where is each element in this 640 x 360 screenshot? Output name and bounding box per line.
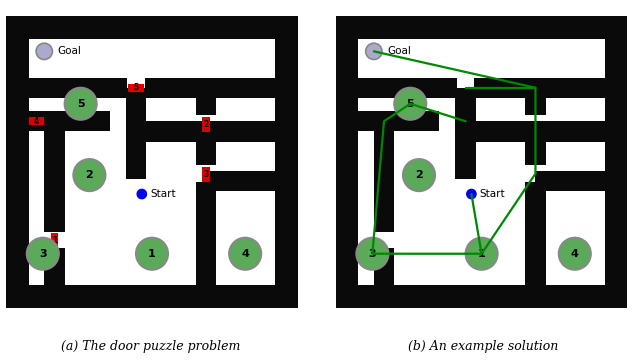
Text: 3: 3 <box>39 249 47 259</box>
Text: 5: 5 <box>133 83 138 92</box>
Text: Goal: Goal <box>387 46 411 57</box>
Bar <box>126 88 146 180</box>
Text: 5: 5 <box>77 99 84 109</box>
Circle shape <box>365 43 382 59</box>
Text: 4: 4 <box>571 249 579 259</box>
Text: Goal: Goal <box>58 46 81 57</box>
Circle shape <box>403 159 435 191</box>
Bar <box>29 39 275 285</box>
Bar <box>525 133 546 165</box>
Bar <box>6 285 298 307</box>
Circle shape <box>229 238 261 270</box>
Bar <box>465 121 616 141</box>
Circle shape <box>356 238 388 270</box>
Bar <box>196 88 216 116</box>
Text: (b) An example solution: (b) An example solution <box>408 340 558 353</box>
Bar <box>6 17 29 307</box>
Bar <box>128 84 144 91</box>
Bar <box>202 167 210 181</box>
Bar <box>336 17 358 307</box>
Text: 5: 5 <box>406 99 414 109</box>
Bar <box>336 285 627 307</box>
Bar <box>196 133 216 165</box>
Circle shape <box>559 238 591 270</box>
Bar <box>525 183 546 285</box>
Bar <box>374 121 394 232</box>
Bar <box>358 77 457 98</box>
Text: 3: 3 <box>369 249 376 259</box>
Bar <box>275 17 298 307</box>
Circle shape <box>136 238 168 270</box>
Bar <box>536 171 616 191</box>
Circle shape <box>137 189 147 199</box>
Bar <box>525 88 546 116</box>
Text: 2: 2 <box>86 170 93 180</box>
Bar <box>6 17 298 39</box>
Text: (a) The door puzzle problem: (a) The door puzzle problem <box>61 340 240 353</box>
Circle shape <box>74 159 106 191</box>
Circle shape <box>27 238 59 270</box>
Bar <box>206 171 287 191</box>
Bar <box>29 111 110 131</box>
Text: 4: 4 <box>34 117 39 126</box>
Bar <box>358 111 440 131</box>
Text: 3: 3 <box>204 170 209 179</box>
Text: Start: Start <box>479 189 505 199</box>
Circle shape <box>65 88 97 120</box>
Bar <box>29 77 127 98</box>
Bar <box>374 248 394 285</box>
Bar <box>605 17 627 307</box>
Bar <box>202 117 210 132</box>
Bar <box>29 117 44 125</box>
Circle shape <box>36 43 52 59</box>
Bar <box>358 39 605 285</box>
Bar <box>44 121 65 232</box>
Circle shape <box>394 88 426 120</box>
Bar <box>145 77 287 98</box>
Text: 2: 2 <box>415 170 423 180</box>
Text: 2: 2 <box>204 120 209 129</box>
Bar <box>474 77 616 98</box>
Text: 1: 1 <box>477 249 486 259</box>
Text: 1: 1 <box>148 249 156 259</box>
Circle shape <box>465 238 498 270</box>
Bar <box>456 88 476 180</box>
Bar <box>196 183 216 285</box>
Circle shape <box>467 189 476 199</box>
Bar <box>51 233 58 247</box>
Bar <box>136 121 287 141</box>
Text: Start: Start <box>150 189 175 199</box>
Bar <box>336 17 627 39</box>
Text: 1: 1 <box>52 236 57 245</box>
Text: 4: 4 <box>241 249 249 259</box>
Bar <box>44 248 65 285</box>
